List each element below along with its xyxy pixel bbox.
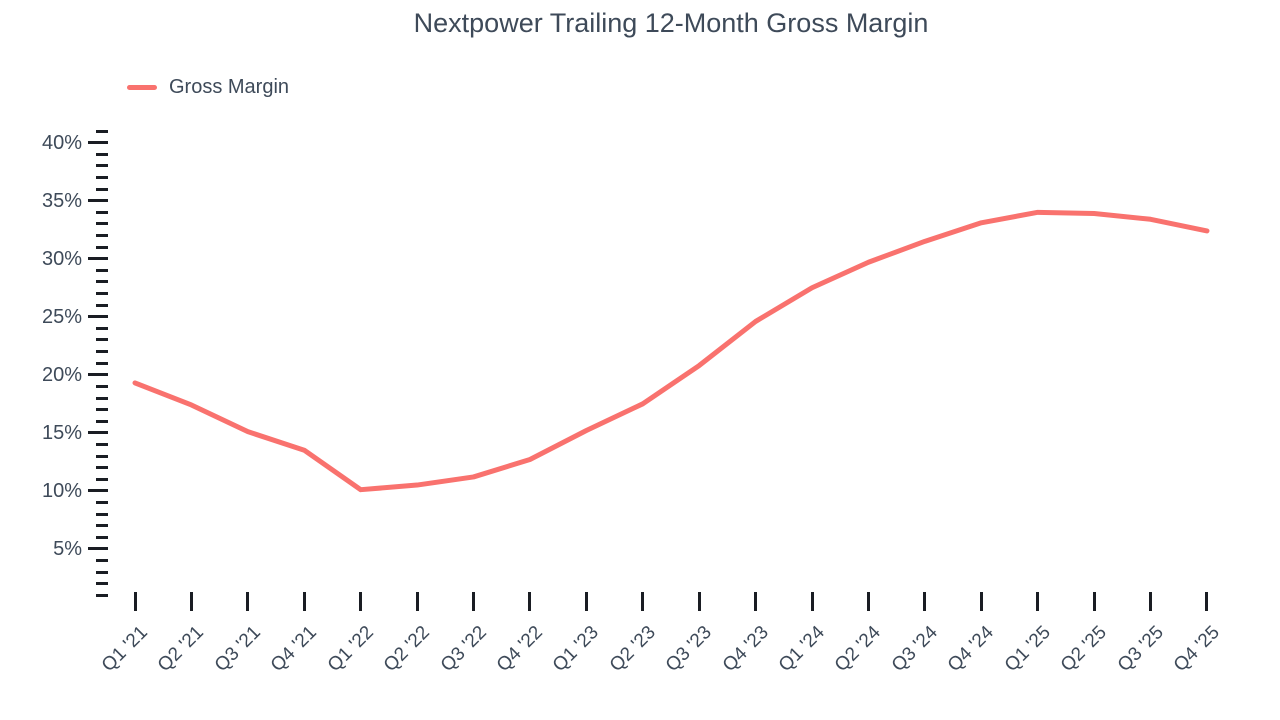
x-tick xyxy=(923,592,927,611)
y-minor-tick xyxy=(96,268,108,272)
x-tick-label: Q4 '21 xyxy=(267,622,322,677)
y-tick-label: 5% xyxy=(53,537,82,560)
x-tick-label: Q3 '25 xyxy=(1113,622,1168,677)
y-minor-tick xyxy=(96,419,108,423)
x-tick xyxy=(866,592,870,611)
x-tick xyxy=(697,592,701,611)
x-tick xyxy=(810,592,814,611)
x-tick-label: Q2 '22 xyxy=(379,622,434,677)
x-tick-label: Q1 '24 xyxy=(774,622,829,677)
x-tick-label: Q3 '24 xyxy=(887,622,942,677)
y-minor-tick xyxy=(96,361,108,365)
y-minor-tick xyxy=(96,303,108,307)
x-tick xyxy=(415,592,419,611)
y-minor-tick xyxy=(96,582,108,586)
chart-title: Nextpower Trailing 12-Month Gross Margin xyxy=(413,8,929,38)
y-minor-tick xyxy=(96,234,108,238)
x-tick xyxy=(1205,592,1209,611)
y-tick-label: 25% xyxy=(41,305,82,328)
y-minor-tick xyxy=(96,326,108,330)
x-tick-label: Q4 '22 xyxy=(492,622,547,677)
y-major-tick xyxy=(88,547,108,551)
y-tick-label: 15% xyxy=(41,421,82,444)
x-tick-label: Q3 '21 xyxy=(210,622,265,677)
y-minor-tick xyxy=(96,408,108,412)
x-tick-label: Q1 '25 xyxy=(1000,622,1055,677)
y-minor-tick xyxy=(96,396,108,400)
x-tick xyxy=(1092,592,1096,611)
x-tick xyxy=(754,592,758,611)
x-tick xyxy=(246,592,250,611)
y-major-tick xyxy=(88,373,108,377)
x-tick xyxy=(1036,592,1040,611)
y-minor-tick xyxy=(96,245,108,249)
y-major-tick xyxy=(88,489,108,493)
y-tick-label: 35% xyxy=(41,189,82,212)
y-major-tick xyxy=(88,431,108,435)
y-minor-tick xyxy=(96,164,108,168)
x-tick-label: Q3 '22 xyxy=(436,622,491,677)
y-minor-tick xyxy=(96,454,108,458)
y-minor-tick xyxy=(96,524,108,528)
y-minor-tick xyxy=(96,338,108,342)
x-tick xyxy=(641,592,645,611)
x-tick xyxy=(979,592,983,611)
y-minor-tick xyxy=(96,442,108,446)
x-tick-label: Q4 '24 xyxy=(944,622,999,677)
x-tick xyxy=(359,592,363,611)
y-minor-tick xyxy=(96,280,108,284)
x-tick xyxy=(302,592,306,611)
x-tick xyxy=(528,592,532,611)
y-minor-tick xyxy=(96,384,108,388)
x-tick-label: Q1 '23 xyxy=(549,622,604,677)
x-tick-label: Q3 '23 xyxy=(662,622,717,677)
y-minor-tick xyxy=(96,477,108,481)
y-major-tick xyxy=(88,141,108,145)
y-minor-tick xyxy=(96,187,108,191)
y-major-tick xyxy=(88,315,108,319)
y-minor-tick xyxy=(96,558,108,562)
gross-margin-line xyxy=(132,209,1210,493)
x-tick xyxy=(584,592,588,611)
y-minor-tick xyxy=(96,129,108,133)
y-minor-tick xyxy=(96,152,108,156)
y-minor-tick xyxy=(96,593,108,597)
x-tick-label: Q2 '23 xyxy=(605,622,660,677)
y-major-tick xyxy=(88,199,108,203)
y-minor-tick xyxy=(96,210,108,214)
y-minor-tick xyxy=(96,222,108,226)
y-tick-label: 20% xyxy=(41,363,82,386)
y-tick-label: 30% xyxy=(41,247,82,270)
y-minor-tick xyxy=(96,350,108,354)
x-tick-label: Q2 '21 xyxy=(154,622,209,677)
y-minor-tick xyxy=(96,535,108,539)
x-tick-label: Q4 '23 xyxy=(718,622,773,677)
x-tick-label: Q1 '22 xyxy=(323,622,378,677)
y-major-tick xyxy=(88,257,108,261)
y-minor-tick xyxy=(96,292,108,296)
x-tick-label: Q2 '24 xyxy=(831,622,886,677)
x-tick xyxy=(133,592,137,611)
y-tick-label: 40% xyxy=(41,131,82,154)
x-tick-label: Q2 '25 xyxy=(1056,622,1111,677)
legend-label: Gross Margin xyxy=(169,76,290,98)
legend-line-swatch xyxy=(127,85,157,90)
x-tick xyxy=(189,592,193,611)
y-tick-label: 10% xyxy=(41,479,82,502)
x-tick-label: Q4 '25 xyxy=(1169,622,1224,677)
y-minor-tick xyxy=(96,176,108,179)
y-minor-tick xyxy=(96,466,108,470)
x-tick xyxy=(472,592,476,611)
legend[interactable]: Gross Margin xyxy=(127,76,289,99)
y-minor-tick xyxy=(96,512,108,516)
y-minor-tick xyxy=(96,500,108,504)
x-tick xyxy=(1149,592,1153,611)
y-minor-tick xyxy=(96,570,108,574)
x-tick-label: Q1 '21 xyxy=(97,622,152,677)
